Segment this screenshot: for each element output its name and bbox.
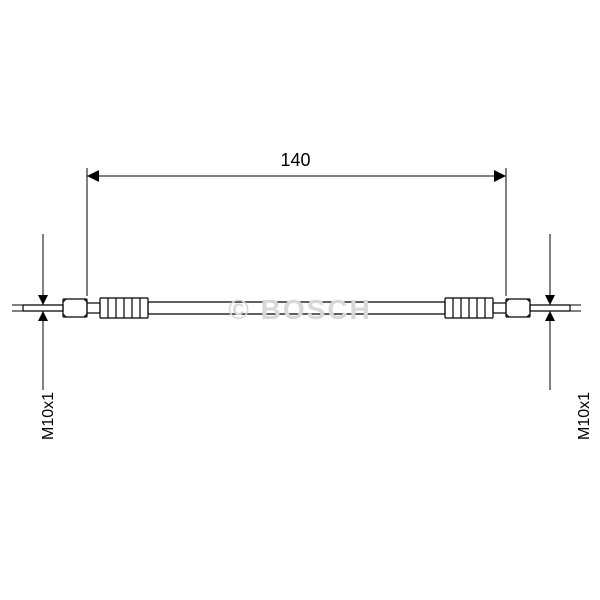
left-thread-label: M10x1 (40, 392, 58, 440)
drawing-svg (0, 0, 600, 600)
right-thread-label: M10x1 (576, 392, 594, 440)
length-dimension-value: 140 (281, 150, 311, 171)
technical-drawing: { "drawing": { "type": "engineering-diag… (0, 0, 600, 600)
